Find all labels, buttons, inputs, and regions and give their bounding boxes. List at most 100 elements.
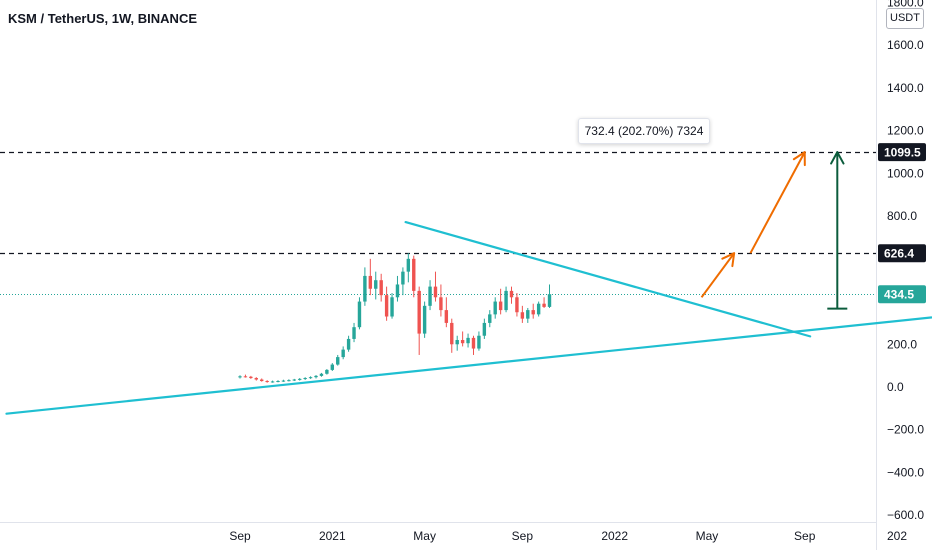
candle [314,375,318,379]
green-measure-arrow[interactable] [827,151,848,310]
candle [281,379,286,382]
currency-label: USDT [890,12,920,24]
candle [482,318,487,339]
price-tag-label: 1099.5 [884,146,921,160]
candle [238,375,242,379]
price-tag-bg [878,244,926,263]
candle [542,297,546,308]
candle-body [536,303,541,315]
candle [249,375,253,379]
candle-body [498,301,503,311]
candle [363,267,367,306]
candle [384,286,389,321]
price-tags: 1099.5 626.4 434.5 [878,143,926,304]
candle [368,258,373,296]
candle [292,378,296,382]
x-tick-label: 202 [887,529,907,543]
y-axis-ticks: 1800.0 1600.0 1400.0 1200.0 1000.0 800.0 200.0… [887,0,924,522]
candle-body [450,322,454,345]
y-tick-label: 1800.0 [887,0,924,10]
candle-body [455,340,459,345]
candle-body [471,337,476,349]
candle [450,318,454,353]
candle-body [341,349,345,358]
candle [406,253,411,283]
y-tick-label: −600.0 [887,508,924,522]
price-tag: 626.4 [878,244,926,263]
descending-trendline[interactable] [404,221,812,338]
candle-body [433,286,438,298]
candle-body [379,280,383,296]
candle [395,275,400,302]
arrow-head-right [731,252,736,268]
x-tick-label: 2021 [319,529,346,543]
candle [260,378,264,382]
orange-arrow-upper[interactable] [749,151,806,254]
candle [526,307,530,323]
candle [455,335,459,351]
candle-body [477,335,481,349]
candle [352,322,356,343]
candle [270,380,275,383]
candle-body [439,297,443,311]
candle [357,297,362,330]
x-tick-label: Sep [794,529,816,543]
price-tag: 1099.5 [878,143,926,162]
candle [336,354,340,366]
price-tag-label: 434.5 [884,288,914,302]
projection-arrows[interactable] [700,151,848,310]
ascending-trendline[interactable] [5,301,932,415]
x-tick-label: Sep [512,529,534,543]
x-axis-ticks: Sep 2021 May Sep 2022 May Sep 202 [229,529,907,543]
candle-body [249,376,253,379]
candle-body [493,301,497,315]
price-level-lines [0,151,876,295]
candle-body [357,301,362,328]
candle-body [504,290,508,311]
candle-body [298,378,302,380]
x-tick-label: May [413,529,436,543]
candle [460,331,465,347]
candle [488,310,492,328]
candle [520,305,525,323]
x-tick-label: May [696,529,719,543]
candle [401,267,405,296]
candle-body [319,373,324,376]
candle [319,372,324,377]
candle-body [374,280,378,289]
candle-body [417,290,421,334]
candle [254,377,258,381]
candle-body [460,340,465,344]
candle-body [531,310,535,315]
candle-body [363,275,367,302]
candle [325,369,329,375]
candle [412,255,416,298]
candle-body [330,364,335,370]
chart-title: KSM / TetherUS, 1W, BINANCE [8,11,198,26]
candle-body [314,375,318,378]
candle-body [384,295,389,317]
candle [433,271,438,302]
arrow-head-left [792,151,806,161]
candle [374,271,378,300]
candle [276,380,280,383]
currency-badge[interactable]: USDT [886,8,924,29]
candle-body [325,369,329,374]
candle [298,378,302,381]
candle-body [509,290,514,298]
candle-body [401,271,405,285]
candle [466,333,470,348]
candle-body [303,378,307,380]
candle [346,335,351,352]
candle [422,301,427,338]
y-tick-label: 1400.0 [887,81,924,95]
trendlines[interactable] [5,221,932,415]
orange-arrow-lower[interactable] [700,252,736,298]
candle [477,331,481,351]
candle-body [254,378,258,380]
y-tick-label: 0.0 [887,380,904,394]
candle-body [526,310,530,319]
candle-body [270,381,275,383]
